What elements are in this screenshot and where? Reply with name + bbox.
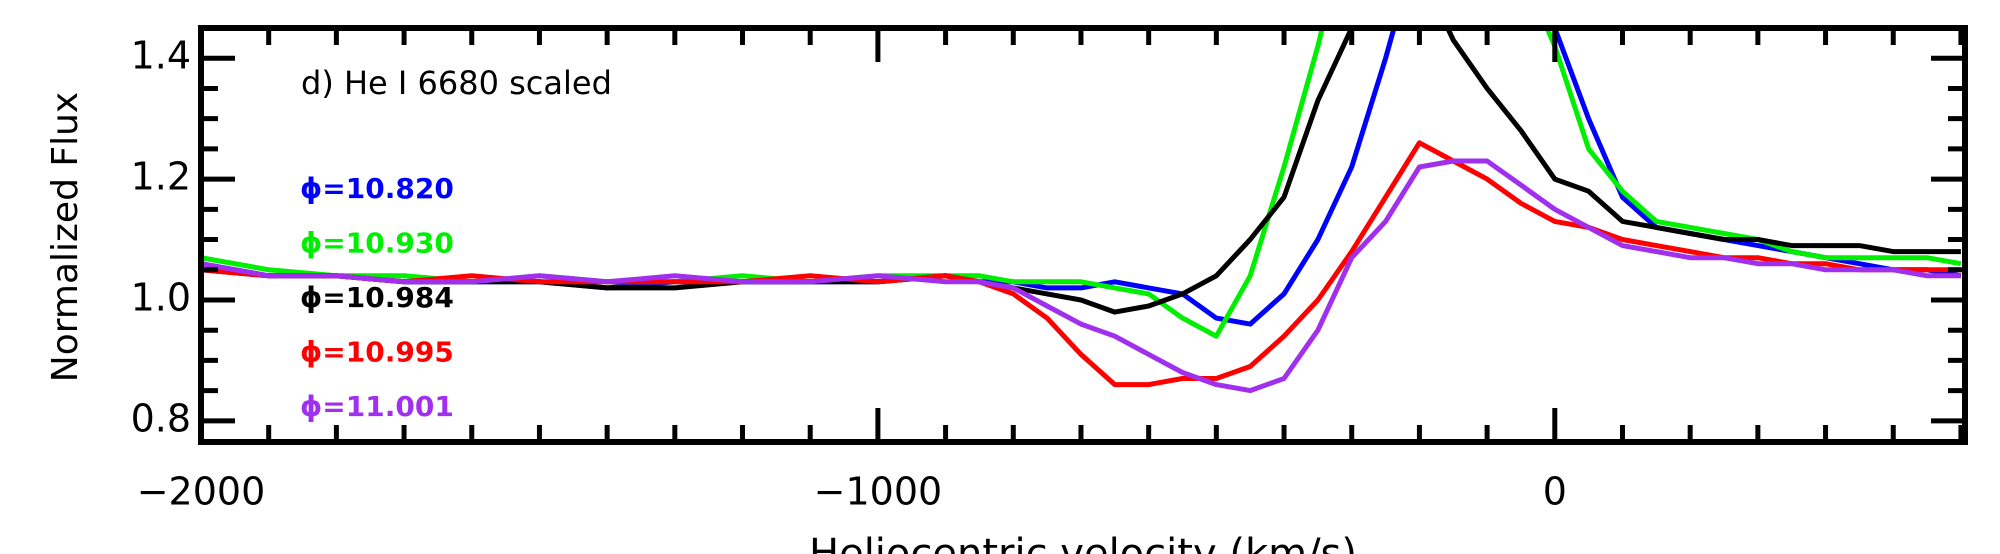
y-tick-label: 1.0 bbox=[131, 275, 191, 319]
x-axis-label: Heliocentric velocity (km/s) bbox=[809, 531, 1357, 554]
y-tick-label: 1.4 bbox=[131, 34, 191, 78]
series-line bbox=[201, 158, 1961, 394]
legend-entry: ϕ=10.930 bbox=[300, 227, 454, 260]
x-tick-label: −1000 bbox=[814, 470, 943, 514]
y-tick-label: 1.2 bbox=[131, 155, 191, 199]
x-tick-label: −2000 bbox=[137, 470, 266, 514]
legend-entry: ϕ=10.820 bbox=[300, 172, 454, 205]
legend-entry: ϕ=10.984 bbox=[300, 281, 454, 314]
y-tick-label: 0.8 bbox=[131, 396, 191, 440]
legend-entry: ϕ=10.995 bbox=[300, 336, 454, 369]
series-line bbox=[201, 28, 1961, 315]
annotation: d) He I 6680 scaled bbox=[301, 64, 612, 102]
plot-area bbox=[201, 28, 1962, 394]
y-axis-label: Normalized Flux bbox=[45, 92, 86, 382]
series-line bbox=[201, 140, 1961, 388]
legend-entry: ϕ=11.001 bbox=[300, 390, 454, 423]
x-tick-label: 0 bbox=[1543, 470, 1567, 514]
